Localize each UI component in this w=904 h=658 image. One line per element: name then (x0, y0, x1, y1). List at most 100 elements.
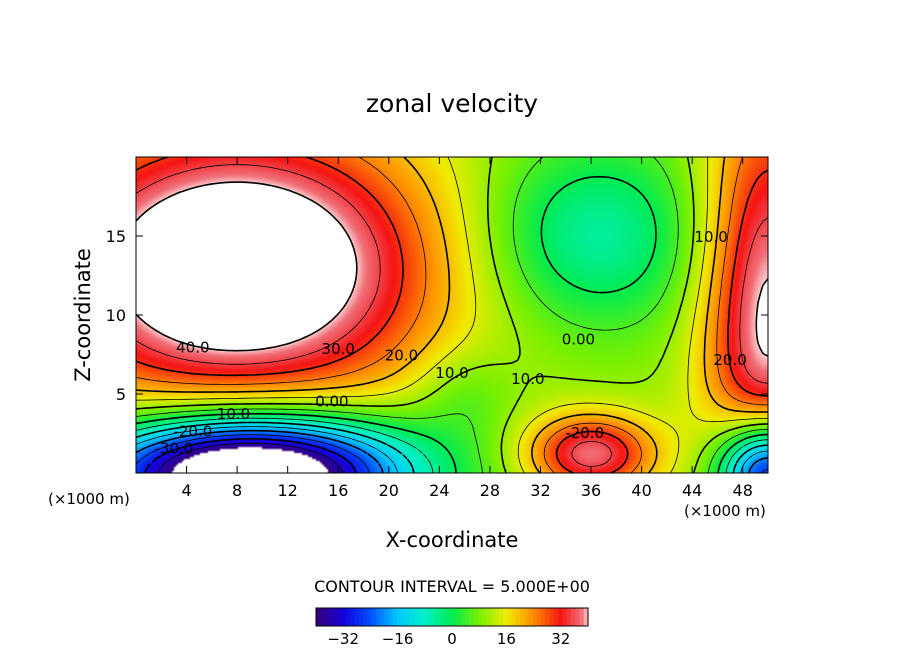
x-tick-label: 12 (278, 481, 298, 500)
colorbar-segment (537, 608, 542, 626)
colorbar-frame (315, 607, 589, 627)
colorbar-segment (566, 608, 572, 626)
y-tick-label: 10 (106, 306, 126, 325)
colorbar-segment (545, 608, 551, 626)
colorbar-segment (532, 608, 538, 626)
colorbar-segment (490, 608, 495, 626)
contour-level--10 (136, 421, 768, 473)
x-tick-label: 4 (181, 481, 191, 500)
colorbar-segment (583, 608, 589, 626)
colorbar-segment (358, 608, 364, 626)
x-tick-label: 20 (379, 481, 399, 500)
contour-label: 10.0 (511, 370, 544, 388)
contour-lines (136, 157, 768, 473)
colorbar-segment (422, 608, 427, 626)
colorbar-segment (362, 608, 368, 626)
colorbar-tick-label: 32 (551, 630, 570, 648)
colorbar (315, 607, 589, 627)
colorbar-segment (345, 608, 351, 626)
contour-label: 10.0 (694, 228, 727, 246)
colorbar-segment (341, 608, 347, 626)
colorbar-segment (464, 608, 470, 626)
contour-level-0 (136, 175, 768, 473)
contour-label: -20.0 (565, 424, 604, 442)
colorbar-segment (371, 608, 376, 626)
contour-level-10 (136, 157, 768, 473)
x-tick-label: 24 (429, 481, 449, 500)
contour-label: -20.0 (173, 422, 212, 440)
colorbar-segment (456, 608, 461, 626)
contour-level--25 (136, 434, 768, 473)
colorbar-segment (571, 608, 576, 626)
colorbar-segment (409, 608, 415, 626)
x-tick-label: 48 (733, 481, 753, 500)
colorbar-tick-label: 0 (447, 630, 457, 648)
colorbar-segment (375, 608, 381, 626)
colorbar-segment (388, 608, 393, 626)
colorbar-tick-labels: −32 −16 0 16 32 (327, 630, 570, 648)
y-tick-label: 15 (106, 227, 126, 246)
colorbar-segment (350, 608, 355, 626)
colorbar-segment (337, 608, 342, 626)
colorbar-segment (354, 608, 359, 626)
x-tick-label: 32 (530, 481, 550, 500)
colorbar-segment (324, 608, 330, 626)
contour-label: 0.00 (315, 392, 348, 410)
colorbar-segment (575, 608, 580, 626)
contour-level-30 (136, 157, 768, 473)
colorbar-segment (439, 608, 444, 626)
colorbar-segment (579, 608, 585, 626)
contour-label: -10.0 (211, 405, 250, 423)
colorbar-segment (562, 608, 568, 626)
y-axis-ticks: 5 10 15 (106, 227, 768, 404)
colorbar-segment (452, 608, 457, 626)
contour-label: 0.00 (562, 331, 595, 349)
contour-level-15 (136, 157, 768, 473)
colorbar-segment (328, 608, 334, 626)
colorbar-segment (554, 608, 559, 626)
colorbar-segment (367, 608, 372, 626)
colorbar-segment (524, 608, 529, 626)
contour-level--5 (136, 417, 768, 473)
colorbar-segment (384, 608, 389, 626)
contour-label: 20.0 (713, 351, 746, 369)
colorbar-segment (413, 608, 419, 626)
colorbar-tick-label: 16 (497, 630, 516, 648)
chart-title: zonal velocity (366, 89, 538, 118)
contour-level-40 (136, 181, 768, 357)
contour-label: 30.0 (322, 340, 355, 358)
y-tick-label: 5 (116, 385, 126, 404)
colorbar-segment (316, 608, 321, 626)
contour-level--30 (144, 438, 357, 473)
colorbar-segment (498, 608, 504, 626)
x-tick-label: 28 (480, 481, 500, 500)
colorbar-segment (507, 608, 512, 626)
colorbar-segment (469, 608, 474, 626)
colorbar-segment (528, 608, 534, 626)
x-tick-label: 8 (232, 481, 242, 500)
contour-labels: 40.0 30.0 20.010.00.00-10.0-20.0-30.010.00… (155, 228, 747, 458)
x-tick-label: 16 (328, 481, 348, 500)
colorbar-segment (401, 608, 406, 626)
x-tick-label: 36 (581, 481, 601, 500)
contour-level-35 (136, 164, 768, 467)
velocity-field (136, 157, 768, 473)
contour-interval-label: CONTOUR INTERVAL = 5.000E+00 (314, 577, 590, 596)
x-axis-ticks: 4 8 12 16 20 24 28 32 36 40 44 48 (181, 157, 753, 500)
colorbar-segment (392, 608, 398, 626)
contour-level-25 (136, 157, 768, 473)
colorbar-segment (426, 608, 432, 626)
contour-label: 20.0 (385, 347, 418, 365)
colorbar-segment (494, 608, 500, 626)
contour-label: 40.0 (176, 339, 209, 357)
colorbar-segment (515, 608, 521, 626)
x-tick-label: 44 (682, 481, 702, 500)
contour-label: -30.0 (155, 440, 194, 458)
colorbar-segment (520, 608, 525, 626)
colorbar-segment (477, 608, 483, 626)
x-unit-right: (×1000 m) (684, 502, 766, 520)
contour-level-20 (136, 157, 768, 473)
colorbar-segment (541, 608, 546, 626)
colorbar-segment (503, 608, 508, 626)
